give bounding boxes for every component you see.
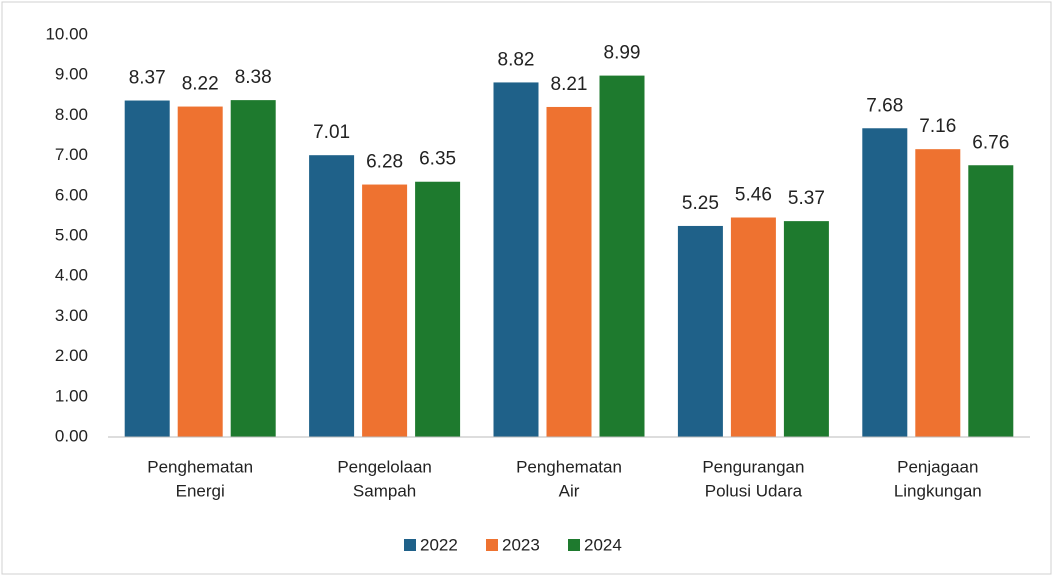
y-tick-label: 0.00: [55, 426, 88, 445]
y-tick-label: 4.00: [55, 266, 88, 285]
y-tick-label: 10.00: [45, 24, 88, 43]
x-tick-label: Lingkungan: [894, 481, 982, 500]
bar: [862, 128, 908, 437]
bar: [915, 149, 961, 437]
value-label: 5.46: [735, 185, 772, 206]
bar: [362, 184, 408, 437]
legend-label: 2022: [420, 535, 458, 554]
x-tick-label: Penghematan: [516, 457, 622, 476]
legend-swatch: [404, 539, 416, 551]
x-tick-label: Polusi Udara: [705, 481, 803, 500]
bar: [968, 165, 1014, 438]
bar: [730, 217, 776, 437]
y-tick-label: 5.00: [55, 225, 88, 244]
y-tick-label: 8.00: [55, 105, 88, 124]
x-tick-label: Penghematan: [147, 457, 253, 476]
bar: [493, 82, 539, 437]
y-tick-label: 9.00: [55, 65, 88, 84]
value-label: 8.82: [498, 49, 535, 70]
value-label: 8.99: [604, 43, 641, 64]
bar: [309, 155, 355, 437]
value-label: 8.22: [182, 74, 219, 95]
value-label: 7.01: [313, 122, 350, 143]
y-tick-label: 2.00: [55, 346, 88, 365]
value-label: 8.38: [235, 67, 272, 88]
x-tick-label: Energi: [176, 481, 225, 500]
value-label: 8.37: [129, 68, 166, 89]
bar: [783, 221, 829, 437]
legend-label: 2024: [584, 535, 622, 554]
x-tick-label: Pengurangan: [702, 457, 804, 476]
bar: [415, 181, 461, 437]
y-tick-label: 7.00: [55, 145, 88, 164]
value-label: 5.25: [682, 193, 719, 214]
y-tick-label: 1.00: [55, 386, 88, 405]
value-label: 8.21: [551, 74, 588, 95]
legend-swatch: [568, 539, 580, 551]
x-tick-label: Penjagaan: [897, 457, 978, 476]
value-label: 6.35: [419, 149, 456, 170]
x-tick-label: Pengelolaan: [337, 457, 432, 476]
bar: [230, 100, 276, 438]
bar: [546, 106, 592, 437]
value-label: 7.16: [919, 116, 956, 137]
x-tick-label: Sampah: [353, 481, 416, 500]
value-label: 6.28: [366, 152, 403, 173]
bar: [124, 100, 170, 437]
y-tick-label: 6.00: [55, 185, 88, 204]
value-label: 6.76: [972, 132, 1009, 153]
y-tick-label: 3.00: [55, 306, 88, 325]
value-label: 5.37: [788, 188, 825, 209]
value-label: 7.68: [866, 95, 903, 116]
bar: [177, 106, 223, 437]
bar: [677, 225, 723, 437]
legend-swatch: [486, 539, 498, 551]
bar: [599, 75, 645, 438]
legend-label: 2023: [502, 535, 540, 554]
x-tick-label: Air: [559, 481, 580, 500]
